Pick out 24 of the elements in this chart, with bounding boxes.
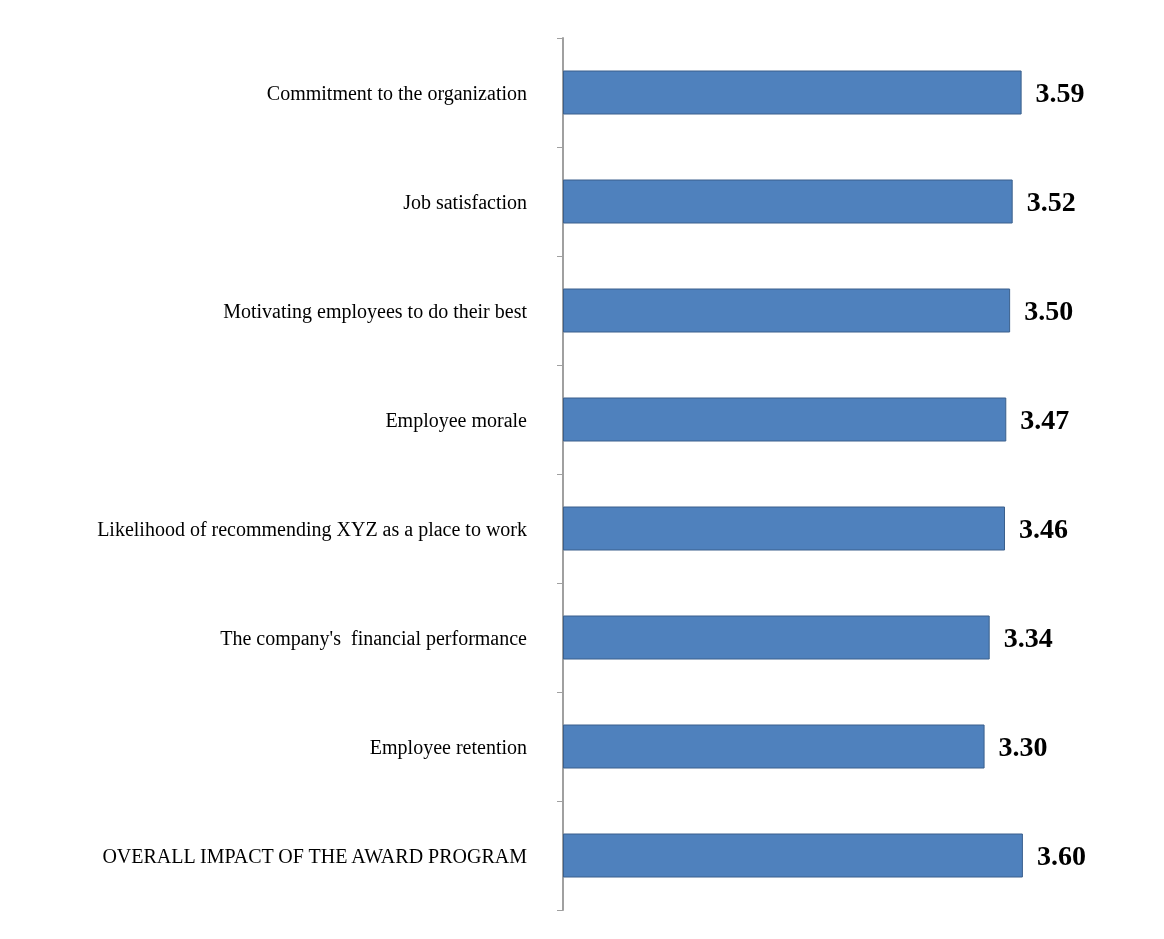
y-tick-label: Job satisfaction — [403, 190, 527, 213]
bar — [563, 833, 1023, 878]
bar — [563, 70, 1022, 115]
y-tick-label: Employee morale — [385, 408, 528, 432]
data-label: 3.47 — [1020, 404, 1070, 435]
bar — [563, 506, 1006, 551]
data-label: 3.59 — [1035, 77, 1085, 108]
data-label: 3.60 — [1036, 840, 1086, 871]
data-label: 3.52 — [1026, 186, 1076, 217]
y-tick-label: OVERALL IMPACT OF THE AWARD PROGRAM — [102, 844, 528, 867]
bar — [563, 179, 1013, 224]
y-tick-label: The company's financial performance — [220, 626, 528, 650]
data-label: 3.46 — [1019, 513, 1069, 544]
data-label: 3.34 — [1003, 622, 1053, 653]
bar — [563, 615, 990, 660]
bar — [563, 288, 1011, 333]
bar — [563, 397, 1007, 442]
y-tick-label: Likelihood of recommending XYZ as a place to work — [97, 517, 527, 541]
y-tick-label: Commitment to the organization — [266, 81, 527, 105]
data-label: 3.50 — [1024, 295, 1074, 326]
data-label: 3.30 — [998, 731, 1048, 762]
y-tick-label: Employee retention — [369, 735, 527, 759]
bar — [563, 724, 985, 769]
y-tick-label: Motivating employees to do their best — [223, 299, 528, 323]
